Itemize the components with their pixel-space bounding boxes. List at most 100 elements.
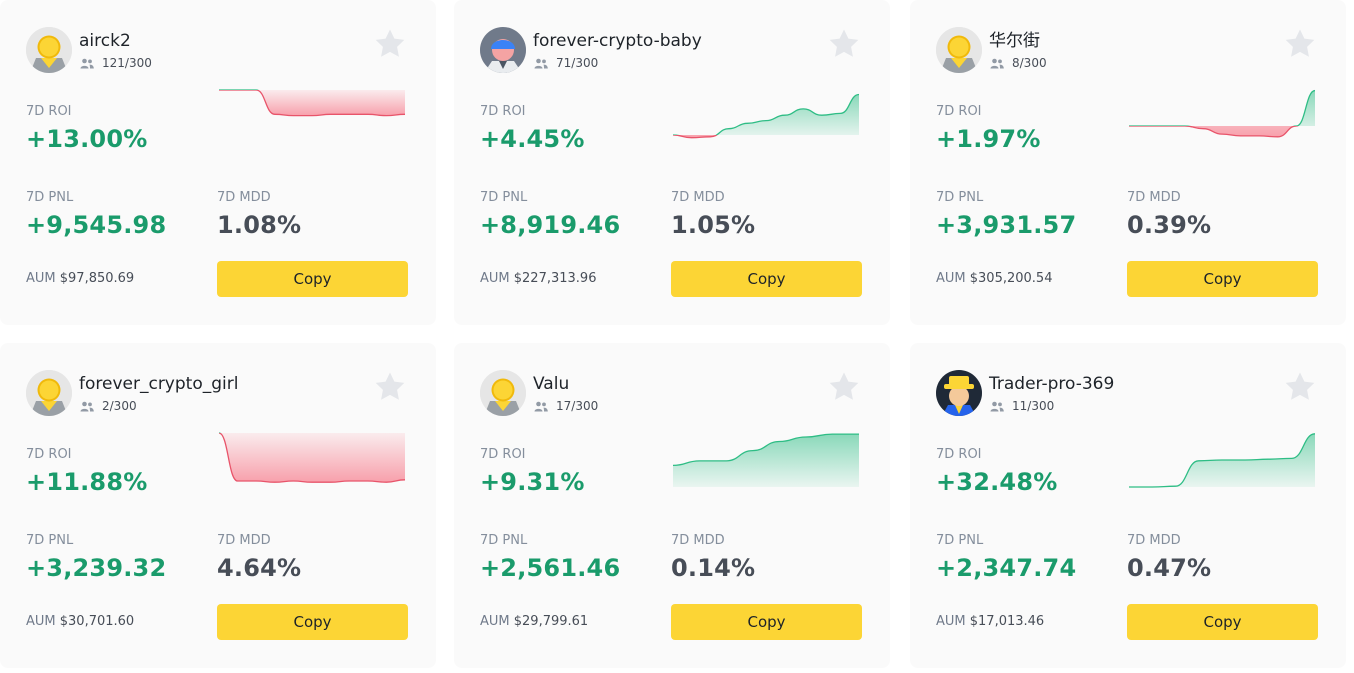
- aum-value: $29,799.61: [513, 614, 589, 629]
- star-icon[interactable]: [827, 370, 861, 404]
- sparkline-loss-area: [1129, 126, 1315, 137]
- pnl-value: +3,239.32: [26, 554, 167, 582]
- sparkline-gain-line: [672, 433, 859, 467]
- copy-button[interactable]: Copy: [217, 261, 408, 297]
- pnl-value: +2,347.74: [936, 554, 1077, 582]
- people-icon: [534, 58, 548, 69]
- copy-button[interactable]: Copy: [671, 261, 862, 297]
- trader-name[interactable]: airck2: [79, 31, 131, 51]
- sparkline-loss-area: [219, 433, 405, 483]
- mdd-label: 7D MDD: [671, 190, 725, 205]
- sparkline-loss-line: [218, 433, 406, 483]
- star-icon[interactable]: [1283, 370, 1317, 404]
- mdd-value: 1.05%: [671, 211, 756, 239]
- sparkline-loss-line: [1128, 126, 1298, 138]
- follower-count-value: 17/300: [556, 399, 599, 413]
- follower-count-value: 11/300: [1012, 399, 1055, 413]
- follower-count-value: 71/300: [556, 56, 599, 70]
- roi-label: 7D ROI: [936, 447, 982, 462]
- copy-button[interactable]: Copy: [1127, 604, 1318, 640]
- sparkline-gain-area: [673, 94, 859, 135]
- follower-count: 17/300: [534, 398, 598, 414]
- star-icon[interactable]: [1283, 27, 1317, 61]
- avatar[interactable]: [26, 27, 72, 73]
- trader-name[interactable]: Trader-pro-369: [989, 374, 1115, 394]
- aum: AUM $97,850.69: [26, 271, 134, 287]
- pnl-value: +8,919.46: [480, 211, 621, 239]
- mdd-value: 0.39%: [1127, 211, 1212, 239]
- pnl-label: 7D PNL: [26, 533, 74, 548]
- roi-label: 7D ROI: [480, 104, 526, 119]
- pnl-label: 7D PNL: [936, 533, 984, 548]
- sparkline-loss-area: [219, 90, 405, 116]
- pnl-value: +2,561.46: [480, 554, 621, 582]
- people-icon: [990, 58, 1004, 69]
- pnl-label: 7D PNL: [480, 190, 528, 205]
- star-icon[interactable]: [373, 27, 407, 61]
- avatar[interactable]: [26, 370, 72, 416]
- trader-card[interactable]: airck2 121/300 7D ROI +13.00% 7D PNL +9,…: [0, 0, 436, 325]
- follower-count: 11/300: [990, 398, 1054, 414]
- roi-label: 7D ROI: [26, 104, 72, 119]
- roi-sparkline-chart: [672, 93, 860, 139]
- mdd-value: 0.14%: [671, 554, 756, 582]
- pnl-label: 7D PNL: [480, 533, 528, 548]
- trader-name[interactable]: forever_crypto_girl: [79, 374, 239, 394]
- roi-label: 7D ROI: [936, 104, 982, 119]
- trader-card[interactable]: forever_crypto_girl 2/300 7D ROI +11.88%…: [0, 343, 436, 668]
- follower-count: 2/300: [80, 398, 137, 414]
- mdd-value: 1.08%: [217, 211, 302, 239]
- aum-value: $30,701.60: [59, 614, 135, 629]
- mdd-label: 7D MDD: [217, 533, 271, 548]
- roi-sparkline-chart: [218, 432, 406, 483]
- roi-sparkline-chart: [672, 433, 859, 487]
- aum-label: AUM: [480, 614, 510, 629]
- follower-count: 121/300: [80, 55, 152, 71]
- pnl-value: +3,931.57: [936, 211, 1077, 239]
- avatar[interactable]: [936, 370, 982, 416]
- star-icon[interactable]: [373, 370, 407, 404]
- mdd-value: 0.47%: [1127, 554, 1212, 582]
- roi-value: +13.00%: [26, 125, 148, 153]
- aum-value: $227,313.96: [513, 271, 597, 286]
- mdd-label: 7D MDD: [1127, 190, 1181, 205]
- trader-name[interactable]: 华尔街: [989, 31, 1040, 51]
- roi-sparkline-chart: [1128, 89, 1316, 138]
- sparkline-loss-line: [219, 90, 406, 117]
- copy-button[interactable]: Copy: [671, 604, 862, 640]
- follower-count-value: 121/300: [102, 56, 152, 70]
- mdd-label: 7D MDD: [217, 190, 271, 205]
- trader-name[interactable]: forever-crypto-baby: [533, 31, 702, 51]
- trader-card[interactable]: Valu 17/300 7D ROI +9.31% 7D PNL +2,561.…: [454, 343, 890, 668]
- avatar[interactable]: [936, 27, 982, 73]
- follower-count: 8/300: [990, 55, 1047, 71]
- mdd-label: 7D MDD: [1127, 533, 1181, 548]
- roi-value: +9.31%: [480, 468, 585, 496]
- pnl-value: +9,545.98: [26, 211, 167, 239]
- copy-button[interactable]: Copy: [1127, 261, 1318, 297]
- mdd-label: 7D MDD: [671, 533, 725, 548]
- aum-value: $305,200.54: [969, 271, 1053, 286]
- trader-name[interactable]: Valu: [533, 374, 570, 394]
- trader-card[interactable]: 华尔街 8/300 7D ROI +1.97% 7D PNL +3,931.57…: [910, 0, 1346, 325]
- aum-value: $17,013.46: [969, 614, 1045, 629]
- avatar[interactable]: [480, 27, 526, 73]
- avatar[interactable]: [480, 370, 526, 416]
- people-icon: [80, 58, 94, 69]
- aum: AUM $29,799.61: [480, 614, 588, 630]
- roi-label: 7D ROI: [26, 447, 72, 462]
- follower-count: 71/300: [534, 55, 598, 71]
- trader-card[interactable]: Trader-pro-369 11/300 7D ROI +32.48% 7D …: [910, 343, 1346, 668]
- star-icon[interactable]: [827, 27, 861, 61]
- roi-value: +32.48%: [936, 468, 1058, 496]
- aum-label: AUM: [480, 271, 510, 286]
- copy-button[interactable]: Copy: [217, 604, 408, 640]
- people-icon: [80, 401, 94, 412]
- pnl-label: 7D PNL: [936, 190, 984, 205]
- trader-card[interactable]: forever-crypto-baby 71/300 7D ROI +4.45%…: [454, 0, 890, 325]
- aum-label: AUM: [936, 614, 966, 629]
- aum: AUM $227,313.96: [480, 271, 596, 287]
- roi-value: +11.88%: [26, 468, 148, 496]
- sparkline-gain-line: [673, 93, 860, 135]
